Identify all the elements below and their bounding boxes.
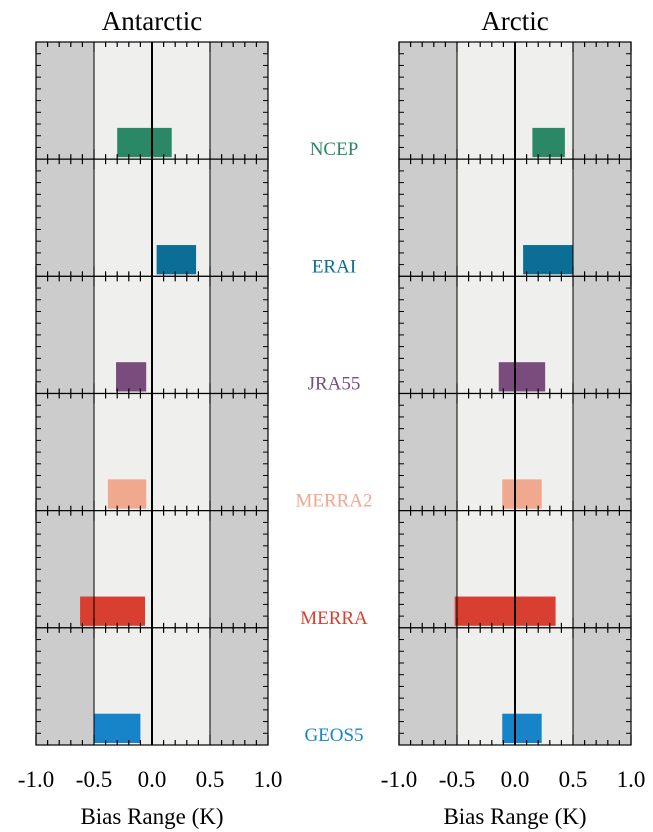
shade-left bbox=[36, 393, 94, 511]
x-tick-label: -0.5 bbox=[76, 767, 112, 792]
shade-right bbox=[210, 510, 268, 628]
shade-left bbox=[399, 393, 457, 511]
shade-right bbox=[210, 276, 268, 394]
shade-left bbox=[399, 510, 457, 628]
row-arctic-ncep bbox=[398, 41, 632, 160]
panel-arctic: Arctic -1.0 -0.5 0.0 0.5 1.0 bbox=[381, 6, 646, 792]
shade-right bbox=[573, 276, 631, 394]
shade-right bbox=[573, 393, 631, 511]
x-tick-label: -1.0 bbox=[18, 767, 54, 792]
model-label-ncep: NCEP bbox=[310, 139, 359, 160]
model-label-jra55: JRA55 bbox=[308, 374, 361, 395]
shade-left bbox=[399, 627, 457, 745]
shade-right bbox=[573, 510, 631, 628]
bar-arctic-merra bbox=[454, 596, 556, 626]
row-frame bbox=[398, 627, 632, 746]
bar-arctic-merra2 bbox=[502, 479, 542, 509]
model-label-geos5: GEOS5 bbox=[304, 725, 363, 746]
shade-right bbox=[573, 42, 631, 160]
row-antarctic-merra2 bbox=[35, 392, 269, 512]
model-label-erai: ERAI bbox=[312, 256, 356, 277]
shade-right bbox=[210, 159, 268, 277]
x-tick-label: 0.0 bbox=[501, 767, 530, 792]
bar-arctic-jra55 bbox=[498, 362, 546, 392]
row-arctic-geos5 bbox=[398, 627, 632, 746]
panel-title-arctic: Arctic bbox=[481, 6, 548, 36]
bar-arctic-geos5 bbox=[502, 713, 542, 743]
bottom-axes: Bias Range (K) Bias Range (K) bbox=[80, 804, 586, 829]
shade-left bbox=[36, 159, 94, 277]
row-antarctic-geos5 bbox=[35, 627, 269, 746]
bar-arctic-ncep bbox=[532, 127, 565, 158]
bar-antarctic-merra2 bbox=[107, 479, 147, 509]
shade-left bbox=[36, 627, 94, 745]
row-arctic-erai bbox=[398, 158, 632, 277]
row-frame bbox=[35, 627, 269, 746]
panel-antarctic: Antarctic -1.0 -0.5 0.0 0.5 1.0 bbox=[18, 6, 283, 792]
bar-antarctic-geos5 bbox=[94, 713, 141, 743]
row-antarctic-jra55 bbox=[35, 275, 269, 395]
bar-antarctic-merra bbox=[80, 596, 146, 626]
shade-left bbox=[36, 276, 94, 394]
x-axis-label-antarctic: Bias Range (K) bbox=[80, 804, 223, 829]
x-tick-label: 0.5 bbox=[559, 767, 588, 792]
model-label-merra: MERRA bbox=[300, 608, 368, 629]
panel-title-antarctic: Antarctic bbox=[102, 6, 202, 36]
bar-antarctic-ncep bbox=[117, 127, 172, 158]
model-labels: NCEP ERAI JRA55 MERRA2 MERRA GEOS5 bbox=[295, 139, 372, 746]
shade-right bbox=[210, 393, 268, 511]
bar-antarctic-jra55 bbox=[116, 362, 147, 392]
shade-left bbox=[399, 42, 457, 160]
x-axis-label-arctic: Bias Range (K) bbox=[443, 804, 586, 829]
row-arctic-merra bbox=[398, 510, 632, 629]
shade-right bbox=[573, 627, 631, 745]
shade-right bbox=[210, 42, 268, 160]
row-antarctic-ncep bbox=[35, 41, 269, 160]
row-antarctic-merra bbox=[35, 510, 269, 629]
x-tick-label: 1.0 bbox=[617, 767, 646, 792]
x-tick-label: 0.0 bbox=[138, 767, 167, 792]
shade-left bbox=[36, 42, 94, 160]
row-antarctic-erai bbox=[35, 158, 269, 277]
x-tick-label: -0.5 bbox=[439, 767, 475, 792]
bar-antarctic-erai bbox=[156, 245, 197, 275]
shade-left bbox=[399, 159, 457, 277]
row-arctic-jra55 bbox=[398, 275, 632, 395]
row-arctic-merra2 bbox=[398, 392, 632, 512]
model-label-merra2: MERRA2 bbox=[295, 491, 372, 512]
shade-left bbox=[399, 276, 457, 394]
bar-arctic-erai bbox=[523, 245, 573, 275]
shade-right bbox=[210, 627, 268, 745]
x-tick-label: 0.5 bbox=[196, 767, 225, 792]
x-tick-label: 1.0 bbox=[254, 767, 283, 792]
x-tick-label: -1.0 bbox=[381, 767, 417, 792]
shade-right bbox=[573, 159, 631, 277]
